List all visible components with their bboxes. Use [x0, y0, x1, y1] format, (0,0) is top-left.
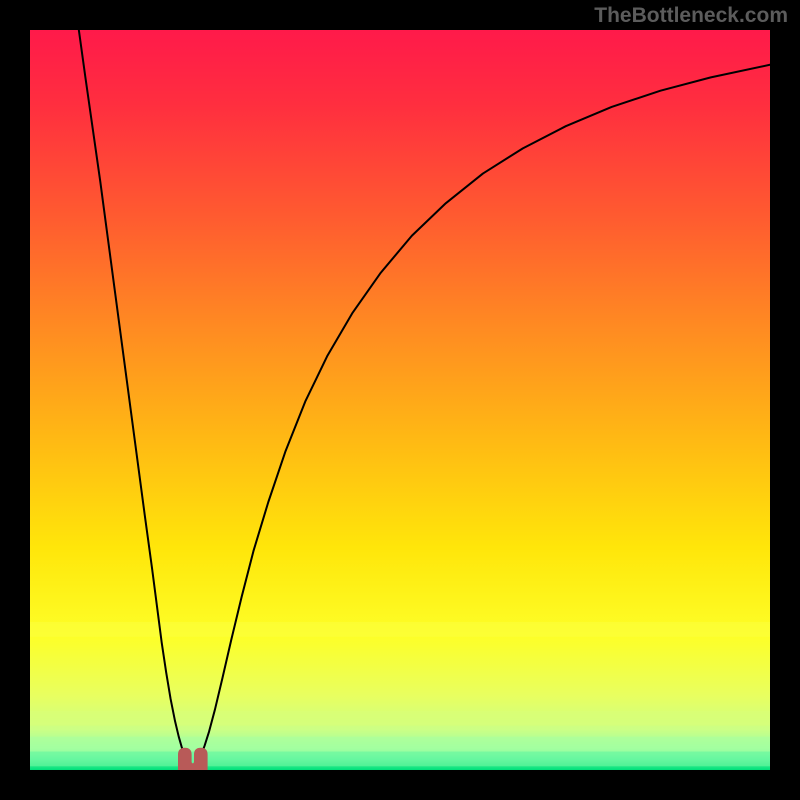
- figure-frame: TheBottleneck.com: [0, 0, 800, 800]
- watermark-label: TheBottleneck.com: [594, 4, 788, 28]
- plot-area: [30, 30, 770, 770]
- bottleneck-chart: [0, 0, 800, 800]
- gradient-background: [30, 30, 770, 770]
